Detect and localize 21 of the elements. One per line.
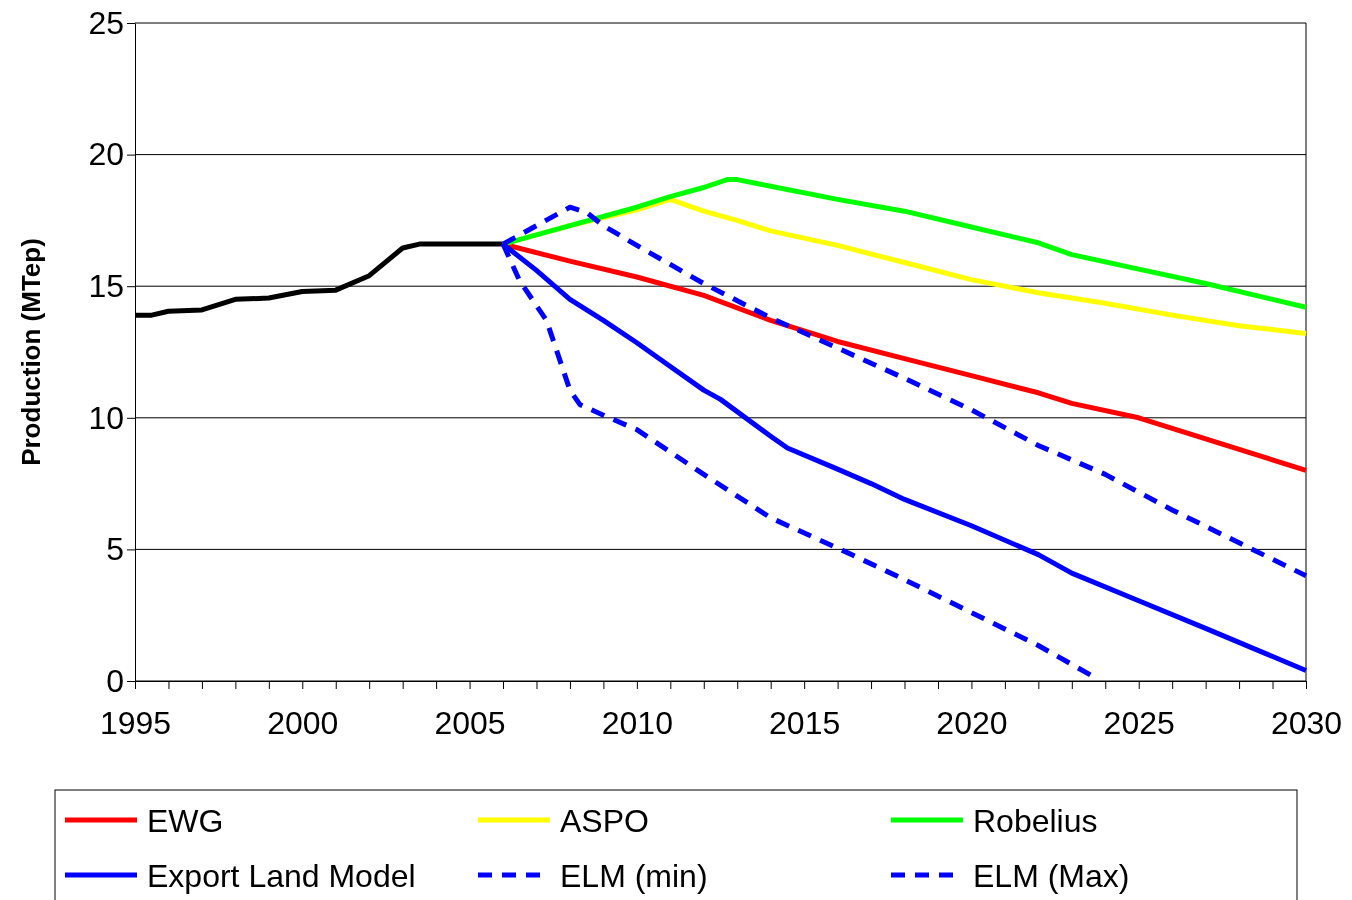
y-tick-label: 15	[88, 267, 124, 304]
x-tick-label: 2005	[434, 704, 506, 741]
legend-label: ELM (Max)	[973, 858, 1130, 894]
x-tick-label: 1995	[99, 704, 172, 741]
legend-label: EWG	[147, 803, 224, 839]
y-tick-label: 0	[106, 662, 124, 699]
x-tick-label: 2015	[769, 704, 841, 741]
x-tick-label: 2000	[267, 704, 339, 741]
x-tick-label: 2020	[936, 704, 1008, 741]
y-tick-label: 10	[88, 399, 124, 436]
y-axis-title: Production (MTep)	[16, 238, 46, 466]
y-tick-label: 5	[106, 531, 124, 568]
y-tick-label: 25	[88, 4, 124, 41]
legend-label: Export Land Model	[147, 858, 416, 894]
y-tick-label: 20	[88, 136, 124, 173]
legend-label: ASPO	[560, 803, 649, 839]
legend-label: Robelius	[973, 803, 1098, 839]
x-tick-label: 2010	[601, 704, 673, 741]
x-tick-label: 2025	[1103, 704, 1175, 741]
legend-label: ELM (min)	[560, 858, 708, 894]
x-tick-label: 2030	[1270, 704, 1343, 741]
